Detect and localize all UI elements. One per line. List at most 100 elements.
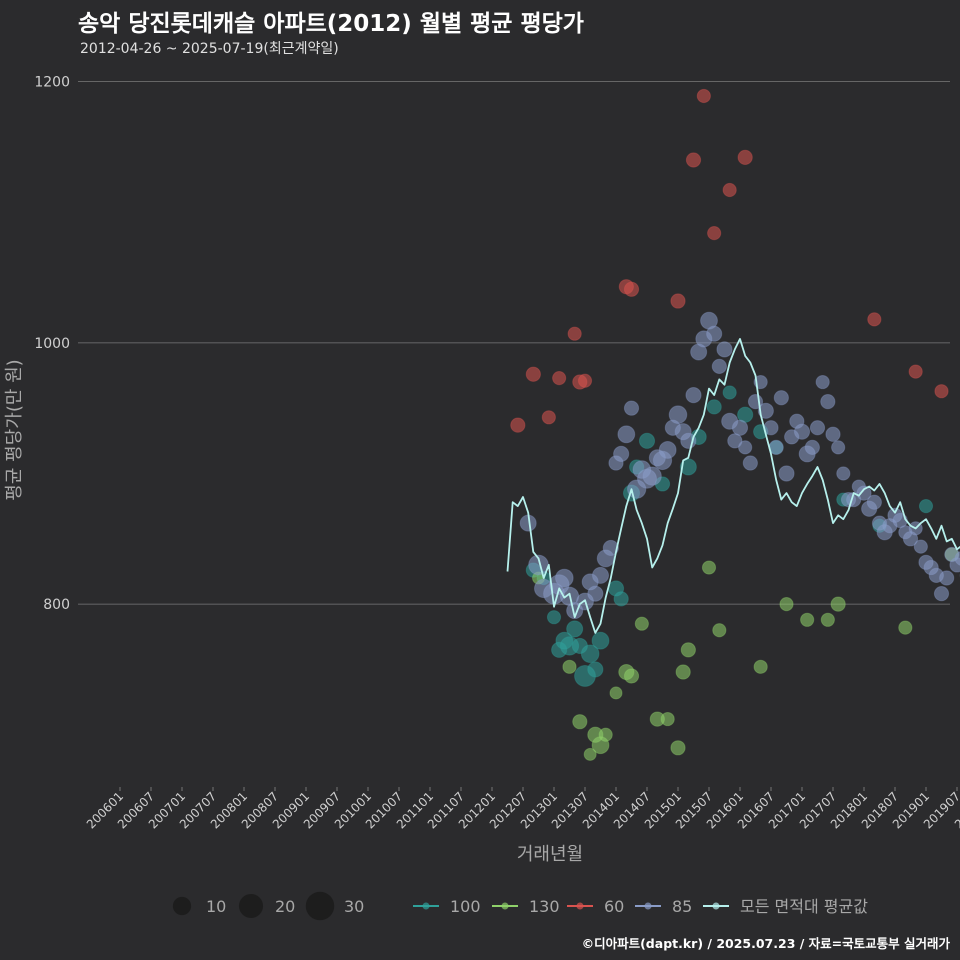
data-point-85 — [706, 325, 723, 342]
y-tick-label: 1000 — [34, 336, 70, 352]
data-point-130 — [800, 612, 815, 627]
y-tick-label: 1200 — [34, 75, 70, 91]
data-point-85 — [738, 440, 753, 455]
data-point-85 — [727, 433, 743, 449]
data-point-60 — [541, 410, 556, 425]
legend-size-label: 30 — [344, 897, 364, 916]
data-point-60 — [577, 373, 593, 388]
legend-size-label: 10 — [206, 897, 226, 916]
data-point-85 — [954, 551, 960, 566]
data-point-130 — [562, 659, 577, 674]
data-point-85 — [913, 539, 928, 554]
data-point-85 — [555, 568, 574, 588]
chart-caption: ©디아파트(dapt.kr) / 2025.07.23 / 자료=국토교통부 실… — [581, 936, 950, 951]
data-point-85 — [773, 390, 789, 406]
data-point-85 — [716, 341, 733, 358]
data-point-85 — [820, 394, 836, 410]
data-point-130 — [712, 623, 727, 638]
data-point-85 — [809, 420, 826, 436]
average-line — [506, 338, 960, 634]
data-point-85 — [602, 539, 619, 557]
data-point-85 — [731, 419, 749, 436]
data-point-85 — [778, 465, 795, 482]
data-point-85 — [831, 440, 846, 455]
legend-size-label: 20 — [275, 897, 295, 916]
data-point-60 — [525, 366, 541, 382]
data-point-60 — [696, 88, 711, 104]
data-point-130 — [609, 686, 623, 700]
legend-series-marker — [644, 902, 652, 910]
legend-series-marker — [501, 902, 509, 910]
data-point-130 — [820, 612, 835, 627]
data-point-85 — [793, 423, 811, 440]
scatter-points — [510, 88, 960, 761]
data-point-100 — [679, 458, 697, 476]
data-point-100 — [587, 661, 604, 678]
data-point-85 — [933, 586, 950, 602]
legend-series-label: 85 — [672, 897, 692, 916]
data-point-60 — [867, 312, 882, 327]
data-point-60 — [707, 226, 722, 241]
data-point-60 — [908, 364, 923, 379]
data-point-130 — [598, 727, 613, 742]
data-point-100 — [706, 399, 722, 415]
data-point-85 — [617, 425, 636, 444]
data-point-100 — [566, 620, 584, 638]
legend-series-label: 100 — [450, 897, 481, 916]
data-point-85 — [668, 405, 688, 425]
data-point-60 — [722, 182, 737, 198]
legend-size-marker — [238, 893, 264, 919]
data-point-100 — [722, 385, 737, 400]
data-point-85 — [856, 485, 872, 501]
data-point-100 — [591, 631, 610, 650]
data-point-100 — [918, 499, 934, 514]
y-axis-label: 평균 평당가(만 원) — [4, 359, 25, 500]
legend-size-marker — [305, 891, 335, 921]
legend-series-marker — [422, 902, 430, 910]
data-point-130 — [634, 616, 649, 631]
data-point-130 — [779, 597, 794, 612]
legend-size-marker — [172, 896, 192, 916]
data-point-85 — [587, 585, 604, 602]
data-point-85 — [742, 455, 758, 471]
x-axis-label: 거래년월 — [517, 844, 583, 865]
data-point-85 — [711, 358, 727, 374]
legend-series-label: 모든 면적대 평균값 — [740, 897, 868, 916]
data-point-85 — [623, 400, 640, 416]
legend-series-marker — [712, 902, 720, 910]
data-point-85 — [866, 494, 882, 510]
chart-title: 송악 당진롯데캐슬 아파트(2012) 월별 평균 평당가 — [78, 11, 584, 37]
data-point-85 — [757, 402, 774, 419]
data-point-85 — [804, 439, 820, 455]
data-point-100 — [638, 432, 656, 449]
data-point-85 — [591, 566, 610, 584]
legend-series-label: 130 — [529, 897, 560, 916]
data-point-130 — [572, 714, 588, 730]
data-point-130 — [830, 596, 846, 612]
data-point-130 — [675, 664, 691, 680]
data-point-60 — [552, 371, 567, 386]
data-point-130 — [583, 747, 597, 761]
data-point-85 — [939, 570, 955, 586]
data-point-130 — [623, 668, 640, 684]
y-tick-label: 800 — [43, 597, 70, 613]
data-point-130 — [670, 740, 686, 756]
data-point-130 — [898, 620, 913, 635]
data-point-130 — [680, 642, 696, 658]
data-point-130 — [660, 711, 675, 727]
data-point-130 — [701, 560, 717, 575]
data-point-130 — [753, 659, 768, 674]
data-point-60 — [670, 293, 686, 309]
legend: 10 20 30 100 130 60 85 모든 면적대 평균값 — [172, 891, 868, 921]
data-point-100 — [546, 610, 562, 625]
data-point-60 — [623, 281, 640, 297]
data-point-60 — [510, 417, 526, 433]
data-point-85 — [815, 374, 830, 390]
data-point-60 — [737, 149, 753, 165]
chart-subtitle: 2012-04-26 ~ 2025-07-19(최근계약일) — [80, 41, 339, 57]
data-point-60 — [567, 326, 582, 341]
data-point-85 — [642, 466, 662, 486]
data-point-85 — [836, 466, 851, 481]
